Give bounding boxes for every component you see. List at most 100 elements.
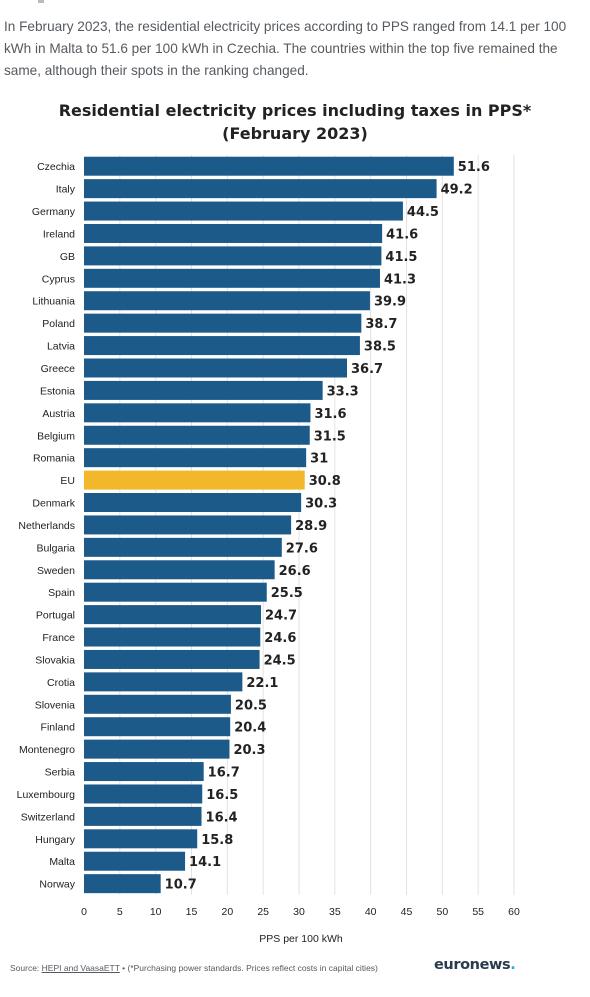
x-tick-label: 0 xyxy=(81,906,87,918)
category-label: Ireland xyxy=(43,228,75,240)
category-label: Hungary xyxy=(35,834,75,846)
bar xyxy=(84,672,243,692)
bar xyxy=(84,358,348,378)
value-label: 51.6 xyxy=(458,160,490,175)
bar xyxy=(84,694,231,714)
category-label: Romania xyxy=(33,453,75,465)
footer-note: • (*Purchasing power standards. Prices r… xyxy=(119,963,378,973)
intro-paragraph: In February 2023, the residential electr… xyxy=(4,19,567,78)
value-label: 24.7 xyxy=(265,609,297,624)
value-label: 41.5 xyxy=(385,250,417,265)
x-tick-label: 20 xyxy=(221,906,233,918)
bar xyxy=(84,380,323,400)
category-label: Czechia xyxy=(37,161,75,173)
category-label: Finland xyxy=(41,722,76,734)
value-label: 20.3 xyxy=(233,743,265,758)
bar xyxy=(84,246,382,266)
category-label: Bulgaria xyxy=(36,542,75,554)
bar xyxy=(84,649,260,669)
value-label: 31.5 xyxy=(314,429,346,444)
bar xyxy=(84,627,261,647)
bar xyxy=(84,470,305,490)
bar xyxy=(84,493,302,513)
category-label: Spain xyxy=(48,587,75,599)
value-label: 20.5 xyxy=(235,698,267,713)
value-label: 24.5 xyxy=(264,653,296,668)
category-label: Sweden xyxy=(37,565,75,577)
value-label: 15.8 xyxy=(201,833,233,848)
value-label: 41.3 xyxy=(384,272,416,287)
category-label: Netherlands xyxy=(18,520,75,532)
category-label: Norway xyxy=(39,879,75,891)
x-tick-label: 50 xyxy=(436,906,448,918)
bar xyxy=(84,582,267,602)
bar xyxy=(84,784,203,804)
x-tick-label: 55 xyxy=(472,906,484,918)
bar xyxy=(84,201,403,221)
category-label: Denmark xyxy=(32,498,75,510)
category-label: Slovenia xyxy=(35,699,75,711)
x-tick-label: 10 xyxy=(150,906,162,918)
bar xyxy=(84,515,292,535)
bar xyxy=(84,560,275,580)
bar xyxy=(84,313,362,333)
chart-title: Residential electricity prices including… xyxy=(58,101,532,143)
x-tick-label: 60 xyxy=(508,906,520,918)
category-label: Latvia xyxy=(47,341,75,353)
brand-dot: . xyxy=(510,957,516,973)
category-label: GB xyxy=(60,251,75,263)
category-label: Lithuania xyxy=(32,296,75,308)
bar xyxy=(84,425,310,445)
value-label: 31 xyxy=(310,452,328,467)
euronews-logo: euronews. xyxy=(434,957,516,973)
value-label: 20.4 xyxy=(234,721,266,736)
category-label: Germany xyxy=(32,206,76,218)
category-label: Switzerland xyxy=(21,811,75,823)
bar xyxy=(84,179,437,199)
category-label: Greece xyxy=(41,363,76,375)
value-label: 26.6 xyxy=(279,564,311,579)
value-label: 41.6 xyxy=(386,227,418,242)
value-label: 30.3 xyxy=(305,497,337,512)
bar xyxy=(84,762,204,782)
value-label: 16.5 xyxy=(206,788,238,803)
category-label: Poland xyxy=(42,318,75,330)
value-label: 16.4 xyxy=(206,810,238,825)
value-label: 33.3 xyxy=(327,384,359,399)
value-label: 10.7 xyxy=(165,878,197,893)
bar xyxy=(84,537,282,557)
value-label: 16.7 xyxy=(208,766,240,781)
bar xyxy=(84,403,311,423)
value-label: 14.1 xyxy=(189,855,221,870)
category-label: Austria xyxy=(42,408,75,420)
value-label: 27.6 xyxy=(286,541,318,556)
x-tick-label: 40 xyxy=(365,906,377,918)
value-label: 36.7 xyxy=(351,362,383,377)
category-label: Luxembourg xyxy=(17,789,76,801)
x-tick-label: 5 xyxy=(117,906,123,918)
bar xyxy=(84,806,202,826)
source-link[interactable]: HEPI and VaasaETT xyxy=(41,963,120,973)
x-axis-label: PPS per 100 kWh xyxy=(259,933,343,945)
source-label: Source: xyxy=(10,963,40,973)
category-label: Crotia xyxy=(47,677,75,689)
value-label: 38.7 xyxy=(365,317,397,332)
top-divider-mark xyxy=(38,0,44,3)
category-label: Slovakia xyxy=(35,654,75,666)
value-label: 38.5 xyxy=(364,340,396,355)
bar xyxy=(84,156,454,176)
bar xyxy=(84,717,231,737)
category-label: Italy xyxy=(56,184,76,196)
x-tick-label: 45 xyxy=(401,906,413,918)
value-label: 24.6 xyxy=(264,631,296,646)
category-label: Malta xyxy=(49,856,75,868)
bar xyxy=(84,739,230,759)
category-label: Estonia xyxy=(40,385,75,397)
bar xyxy=(84,851,186,871)
value-label: 22.1 xyxy=(246,676,278,691)
category-label: Cyprus xyxy=(42,273,75,285)
category-label: Montenegro xyxy=(19,744,75,756)
value-label: 30.8 xyxy=(309,474,341,489)
category-label: Serbia xyxy=(45,767,76,779)
value-label: 39.9 xyxy=(374,295,406,310)
